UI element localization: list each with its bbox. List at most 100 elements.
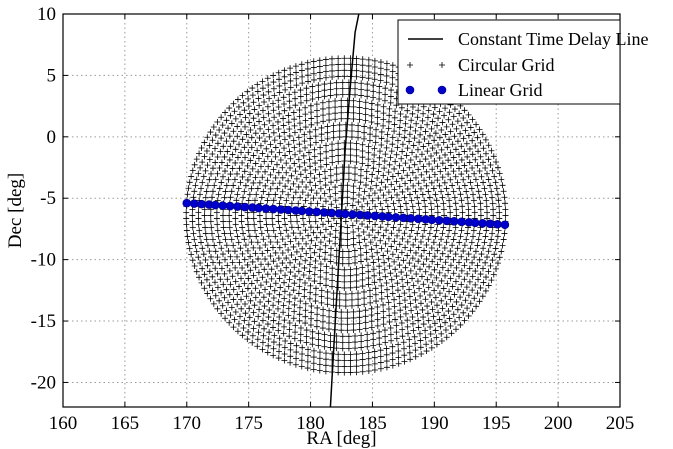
circular-grid-point bbox=[410, 142, 417, 149]
circular-grid-point bbox=[345, 248, 352, 255]
circular-grid-point bbox=[338, 109, 345, 116]
circular-grid-point bbox=[395, 360, 402, 367]
circular-grid-point bbox=[349, 222, 356, 229]
circular-grid-point bbox=[426, 292, 433, 299]
circular-grid-point bbox=[447, 176, 454, 183]
circular-grid-point bbox=[296, 120, 303, 127]
circular-grid-point bbox=[196, 274, 203, 281]
circular-grid-point bbox=[318, 215, 325, 222]
circular-grid-point bbox=[442, 105, 449, 112]
circular-grid-point bbox=[290, 109, 297, 116]
circular-grid-point bbox=[445, 233, 452, 240]
linear-grid-point bbox=[370, 211, 380, 221]
circular-grid-point bbox=[296, 148, 303, 155]
circular-grid-point bbox=[352, 339, 359, 346]
circular-grid-point bbox=[246, 233, 253, 240]
circular-grid-point bbox=[364, 200, 371, 207]
circular-grid-point bbox=[297, 331, 304, 338]
circular-grid-point bbox=[309, 89, 316, 96]
circular-grid-point bbox=[440, 200, 447, 207]
circular-grid-point bbox=[484, 170, 491, 177]
legend-dot-marker bbox=[437, 85, 447, 95]
circular-grid-point bbox=[353, 357, 360, 364]
circular-grid-point bbox=[469, 151, 476, 158]
circular-grid-point bbox=[333, 345, 340, 352]
circular-grid-point bbox=[265, 88, 272, 95]
circular-grid-point bbox=[259, 317, 266, 324]
circular-grid-point bbox=[308, 115, 315, 122]
circular-grid-point bbox=[358, 332, 365, 339]
circular-grid-point bbox=[432, 327, 439, 334]
circular-grid-point bbox=[344, 242, 351, 249]
circular-grid-point bbox=[412, 188, 419, 195]
circular-grid-point bbox=[193, 156, 200, 163]
circular-grid-point bbox=[305, 149, 312, 156]
circular-grid-point bbox=[438, 330, 445, 337]
circular-grid-point bbox=[381, 97, 388, 104]
circular-grid-point bbox=[377, 237, 384, 244]
circular-grid-point bbox=[463, 284, 470, 291]
circular-grid-point bbox=[209, 188, 216, 195]
circular-grid-point bbox=[478, 251, 485, 258]
circular-grid-point bbox=[408, 197, 415, 204]
circular-grid-point bbox=[277, 230, 284, 237]
circular-grid-point bbox=[409, 221, 416, 228]
circular-grid-point bbox=[476, 230, 483, 237]
circular-grid-point bbox=[383, 60, 390, 67]
circular-grid-point bbox=[276, 244, 283, 251]
circular-grid-point bbox=[410, 241, 417, 248]
circular-grid-point bbox=[287, 186, 294, 193]
circular-grid-point bbox=[418, 351, 425, 358]
circular-grid-point bbox=[403, 224, 410, 231]
circular-grid-point bbox=[250, 152, 257, 159]
circular-grid-point bbox=[218, 265, 225, 272]
circular-grid-point bbox=[296, 311, 303, 318]
circular-grid-point bbox=[441, 179, 448, 186]
circular-grid-point bbox=[380, 232, 387, 239]
circular-grid-point bbox=[329, 277, 336, 284]
circular-grid-point bbox=[355, 199, 362, 206]
circular-grid-point bbox=[372, 133, 379, 140]
circular-grid-point bbox=[431, 287, 438, 294]
circular-grid-point bbox=[460, 248, 467, 255]
circular-grid-point bbox=[276, 133, 283, 140]
circular-grid-point bbox=[402, 244, 409, 251]
circular-grid-point bbox=[303, 174, 310, 181]
x-axis-label: RA [deg] bbox=[306, 428, 376, 449]
circular-grid-point bbox=[270, 122, 277, 129]
circular-grid-point bbox=[265, 298, 272, 305]
circular-grid-point bbox=[283, 264, 290, 271]
circular-grid-point bbox=[458, 267, 465, 274]
circular-grid-point bbox=[463, 236, 470, 243]
circular-grid-point bbox=[350, 115, 357, 122]
circular-grid-point bbox=[362, 242, 369, 249]
circular-grid-point bbox=[214, 170, 221, 177]
circular-grid-point bbox=[375, 195, 382, 202]
circular-grid-point bbox=[408, 227, 415, 234]
circular-grid-point bbox=[296, 107, 303, 114]
circular-grid-point bbox=[241, 236, 248, 243]
circular-grid-point bbox=[329, 67, 336, 74]
circular-grid-point bbox=[235, 185, 242, 192]
circular-grid-point bbox=[418, 273, 425, 280]
circular-grid-point bbox=[424, 148, 431, 155]
circular-grid-point bbox=[312, 264, 319, 271]
circular-grid-point bbox=[366, 287, 373, 294]
circular-grid-point bbox=[432, 191, 439, 198]
circular-grid-point bbox=[212, 292, 219, 299]
circular-grid-point bbox=[276, 110, 283, 117]
circular-grid-point bbox=[370, 330, 377, 337]
circular-grid-point bbox=[282, 183, 289, 190]
circular-grid-point bbox=[389, 68, 396, 75]
circular-grid-point bbox=[220, 224, 227, 231]
circular-grid-point bbox=[465, 292, 472, 299]
circular-grid-point bbox=[219, 302, 226, 309]
circular-grid-point bbox=[291, 160, 298, 167]
circular-grid-point bbox=[327, 92, 334, 99]
circular-grid-point bbox=[285, 141, 292, 148]
circular-grid-point bbox=[282, 337, 289, 344]
circular-grid-point bbox=[366, 218, 373, 225]
circular-grid-point bbox=[276, 348, 283, 355]
circular-grid-point bbox=[285, 177, 292, 184]
circular-grid-point bbox=[281, 129, 288, 136]
